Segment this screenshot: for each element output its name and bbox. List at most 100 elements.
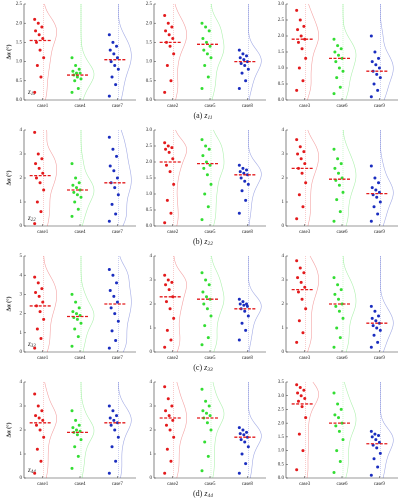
density-curve xyxy=(80,4,95,101)
data-point xyxy=(372,205,376,209)
data-point xyxy=(33,17,37,21)
data-point xyxy=(298,18,302,22)
data-point xyxy=(337,183,341,187)
x-tick-label: case8 xyxy=(242,104,254,109)
density-curve xyxy=(211,3,225,101)
y-tick-label: 1 xyxy=(20,452,23,457)
data-point xyxy=(164,409,168,413)
annotation-subscript: 33 xyxy=(31,344,37,349)
data-point xyxy=(110,202,114,206)
data-point xyxy=(301,449,305,453)
x-tick-label: case2 xyxy=(167,482,179,487)
data-point xyxy=(110,445,114,449)
data-point xyxy=(239,176,243,180)
y-tick-label: 2 xyxy=(20,428,23,433)
data-point xyxy=(204,25,208,29)
data-point xyxy=(370,316,374,320)
data-point xyxy=(165,447,169,451)
caption-label: (d) xyxy=(193,489,203,498)
density-curve xyxy=(306,381,319,479)
y-tick-label: 2 xyxy=(20,176,23,181)
data-point xyxy=(208,297,212,301)
data-point xyxy=(297,193,301,197)
data-point xyxy=(332,391,336,395)
data-point xyxy=(79,438,83,442)
data-point xyxy=(79,321,83,325)
data-point xyxy=(165,328,169,332)
data-point xyxy=(172,435,176,439)
data-point xyxy=(304,416,308,420)
y-tick-label: 4 xyxy=(20,128,23,133)
data-point xyxy=(302,24,306,28)
data-point xyxy=(74,176,78,180)
data-point xyxy=(333,413,337,417)
y-tick-label: 0 xyxy=(282,224,285,229)
data-point xyxy=(209,314,213,318)
density-curve xyxy=(118,381,132,479)
data-point xyxy=(163,14,167,18)
data-point xyxy=(296,152,300,156)
data-point xyxy=(75,71,78,75)
y-tick-label: 2 xyxy=(150,302,153,307)
y-tick-label: 4 xyxy=(282,128,285,133)
data-point xyxy=(76,335,80,339)
x-tick-label: case3 xyxy=(299,482,311,487)
y-tick-label: 3 xyxy=(150,278,153,283)
caption-symbol: z xyxy=(203,363,208,372)
data-point xyxy=(42,317,46,321)
y-tick-label: 2.5 xyxy=(146,144,153,149)
data-point xyxy=(200,271,204,275)
data-point xyxy=(209,56,213,60)
data-point xyxy=(202,166,206,170)
data-point xyxy=(34,414,38,418)
density-curve xyxy=(173,255,187,353)
data-point xyxy=(75,75,79,79)
data-point xyxy=(42,435,46,439)
data-point xyxy=(111,147,115,151)
data-point xyxy=(200,218,204,222)
data-point xyxy=(334,424,338,428)
y-tick-label: 4 xyxy=(150,254,153,259)
data-point xyxy=(238,302,242,306)
data-point xyxy=(369,95,373,99)
data-point xyxy=(170,404,174,408)
data-point xyxy=(206,205,210,209)
density-curve xyxy=(380,130,394,227)
panel-annotation: z22 xyxy=(27,214,36,224)
data-point xyxy=(243,309,247,313)
data-point xyxy=(114,212,118,216)
density-curve xyxy=(307,129,319,227)
data-point xyxy=(75,433,79,437)
data-point xyxy=(76,86,80,90)
density-curve xyxy=(213,129,225,227)
data-point xyxy=(112,169,116,173)
data-point xyxy=(245,302,249,306)
data-point xyxy=(246,182,250,186)
data-point xyxy=(369,429,373,433)
data-point xyxy=(40,409,44,413)
data-point xyxy=(70,409,74,413)
data-point xyxy=(39,459,43,463)
y-tick-label: 0 xyxy=(150,476,153,481)
y-tick-label: 0.0 xyxy=(278,476,285,481)
data-point xyxy=(341,190,345,194)
data-point xyxy=(375,72,379,76)
data-point xyxy=(332,345,336,349)
data-point xyxy=(34,290,38,294)
y-tick-label: 4 xyxy=(20,380,23,385)
data-point xyxy=(74,63,78,67)
y-axis-label: Δα (°) xyxy=(5,170,12,185)
data-point xyxy=(37,416,41,420)
data-point xyxy=(335,449,339,453)
y-tick-label: 1.0 xyxy=(146,192,153,197)
data-point xyxy=(201,409,205,413)
data-point xyxy=(246,314,250,318)
density-curve xyxy=(380,382,394,479)
x-tick-label: case2 xyxy=(167,356,179,361)
x-tick-label: case7 xyxy=(112,482,124,487)
density-curve xyxy=(44,3,57,101)
data-point xyxy=(200,387,204,391)
data-point xyxy=(299,394,303,398)
data-point xyxy=(33,471,37,475)
data-point xyxy=(41,300,45,304)
